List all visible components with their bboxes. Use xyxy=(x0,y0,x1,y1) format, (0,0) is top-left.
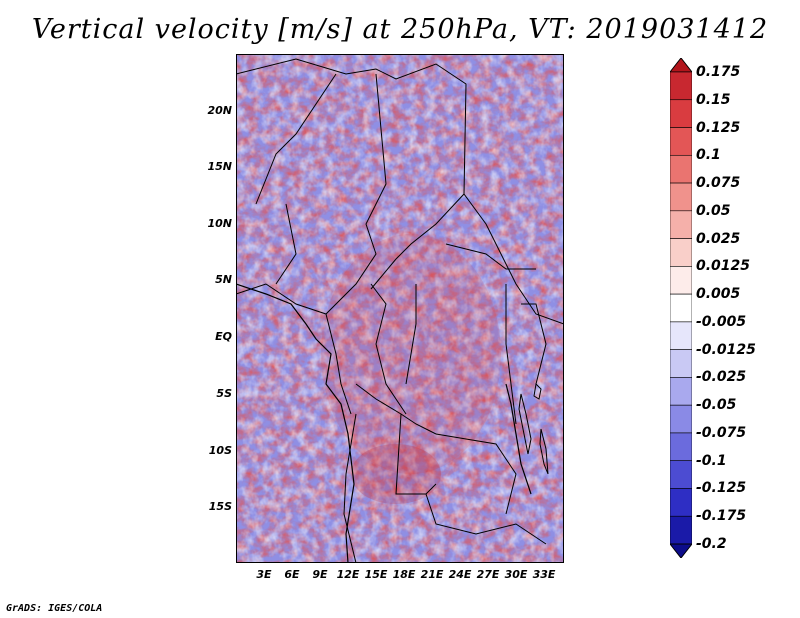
colorbar-tick-label: -0.075 xyxy=(696,424,747,441)
country-borders xyxy=(236,58,564,563)
colorbar-bin xyxy=(670,210,692,239)
lat-label-15n: 15N xyxy=(207,160,232,173)
colorbar-tick-label: -0.175 xyxy=(696,508,747,525)
colorbar-tick-label: 0.175 xyxy=(696,64,741,80)
colorbar-arrow-top xyxy=(670,58,692,73)
lat-label-eq: EQ xyxy=(215,330,232,343)
convective-zone-south xyxy=(351,444,441,504)
colorbar-tick-label: 0.15 xyxy=(696,91,731,108)
colorbar-arrow-bottom xyxy=(670,543,692,558)
lat-label-5s: 5S xyxy=(216,387,232,400)
colorbar-tick-label: -0.025 xyxy=(696,369,747,386)
chart-title: Vertical velocity [m/s] at 250hPa, VT: 2… xyxy=(31,14,769,45)
colorbar-tick-label: -0.005 xyxy=(696,313,747,330)
colorbar-tick-label: 0.005 xyxy=(696,286,741,303)
lon-label-30e: 30E xyxy=(504,568,528,581)
colorbar-tick-label: -0.2 xyxy=(696,536,727,552)
colorbar-tick-label: -0.1 xyxy=(696,452,727,469)
colorbar-tick-label: 0.0125 xyxy=(696,258,751,275)
colorbar-bin xyxy=(670,266,692,295)
lakes xyxy=(518,382,549,475)
colorbar-tick-label: -0.05 xyxy=(696,397,737,414)
grads-credit: GrADS: IGES/COLA xyxy=(6,603,103,614)
colorbar-tick-label: 0.025 xyxy=(696,230,741,247)
lon-label-15e: 15E xyxy=(364,568,388,581)
colorbar-bin xyxy=(670,515,692,545)
lon-label-18e: 18E xyxy=(392,568,416,581)
lon-label-9e: 9E xyxy=(312,568,328,581)
lat-label-10n: 10N xyxy=(207,217,232,230)
map-frame xyxy=(236,54,564,563)
colorbar-bin xyxy=(670,182,692,212)
colorbar-bin xyxy=(670,349,692,378)
lon-label-33e: 33E xyxy=(532,568,556,581)
map-panel xyxy=(236,54,564,563)
colorbar-bin xyxy=(670,127,692,156)
colorbar-tick-label: 0.125 xyxy=(696,119,741,136)
colorbar-bin xyxy=(670,99,692,128)
lat-label-20n: 20N xyxy=(207,104,232,117)
colorbar-tick-label: -0.125 xyxy=(696,480,747,497)
vertical-velocity-field xyxy=(236,54,564,563)
lat-label-15s: 15S xyxy=(208,500,232,513)
colorbar-tick-label: 0.1 xyxy=(696,147,721,164)
lat-label-5n: 5N xyxy=(215,273,232,286)
colorbar-bin xyxy=(670,71,692,101)
lon-label-27e: 27E xyxy=(476,568,500,581)
colorbar-bin xyxy=(670,293,692,323)
lon-label-12e: 12E xyxy=(336,568,360,581)
lon-label-3e: 3E xyxy=(256,568,272,581)
lon-label-24e: 24E xyxy=(448,568,472,581)
colorbar-bin xyxy=(670,238,692,267)
colorbar-tick-label: -0.0125 xyxy=(696,341,756,358)
lon-label-6e: 6E xyxy=(284,568,300,581)
coastlines xyxy=(236,283,532,563)
colorbar xyxy=(670,58,692,558)
colorbar-bin xyxy=(670,488,692,517)
lat-label-10s: 10S xyxy=(208,444,232,457)
colorbar-bin xyxy=(670,432,692,462)
lon-label-21e: 21E xyxy=(420,568,444,581)
colorbar-bin xyxy=(670,321,692,350)
colorbar-tick-label: 0.05 xyxy=(696,202,731,219)
colorbar-tick-label: 0.075 xyxy=(696,175,741,192)
colorbar-bin xyxy=(670,404,692,434)
colorbar-bin xyxy=(670,460,692,489)
colorbar-bin xyxy=(670,154,692,184)
colorbar-bin xyxy=(670,377,692,406)
